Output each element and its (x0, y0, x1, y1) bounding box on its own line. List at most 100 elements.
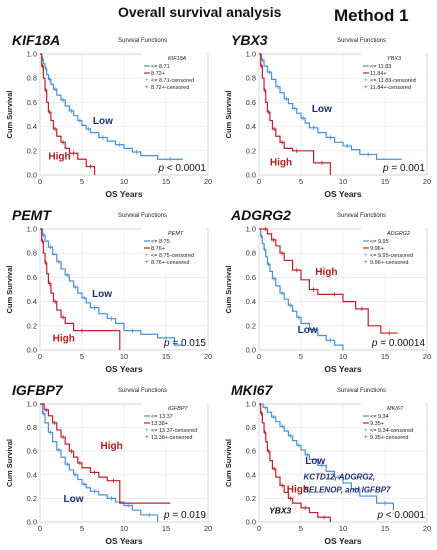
p-symbol: p (382, 163, 391, 174)
x-tick-label: 20 (204, 177, 212, 186)
y-tick-label: 0.0 (246, 518, 256, 527)
legend-box (142, 403, 206, 447)
p-value-label: p < 0.0001 (157, 163, 206, 174)
legend-censor-glyph: + (145, 428, 149, 434)
legend-entry: <= 13.37-censored (151, 428, 197, 434)
x-tick-label: 5 (80, 524, 84, 533)
legend-entry: <= 8.75 (151, 239, 170, 245)
gene-label: KIF18A (12, 32, 60, 48)
x-tick-label: 0 (38, 177, 42, 186)
legend-entry: 8.76+-censored (151, 260, 189, 266)
legend-box (361, 53, 425, 97)
y-tick-label: 0.2 (246, 494, 256, 503)
gene-label: YBX3 (231, 32, 268, 48)
y-tick-label: 1.0 (246, 400, 256, 409)
x-axis-label: OS Years (105, 364, 142, 374)
y-axis-label: Cum Survival (5, 439, 14, 487)
curve-label-high: High (53, 334, 75, 345)
x-tick-label: 20 (423, 524, 431, 533)
x-tick-label: 10 (339, 524, 347, 533)
x-tick-label: 10 (120, 352, 128, 361)
survival-curve-high (259, 403, 331, 522)
legend-entry: 9.35+ (370, 421, 384, 427)
legend-title: PEMT (168, 231, 184, 237)
y-tick-label: 0.6 (27, 273, 37, 282)
x-tick-label: 0 (257, 524, 261, 533)
curve-label-low: Low (305, 456, 325, 467)
y-tick-label: 1.0 (27, 50, 37, 59)
legend-entry: <= 8.71-censored (151, 78, 194, 84)
legend-censor-glyph: + (364, 435, 368, 441)
y-tick-label: 0.0 (27, 171, 37, 180)
p-symbol: p (157, 163, 166, 174)
y-tick-label: 0.4 (246, 122, 256, 131)
y-tick-label: 0.0 (246, 171, 256, 180)
legend-censor-glyph: + (145, 85, 149, 91)
legend-censor-glyph: + (364, 78, 368, 84)
y-tick-label: 0.2 (246, 146, 256, 155)
legend-entry: <= 11.83 (370, 64, 391, 70)
curve-label-low: Low (92, 289, 112, 300)
x-axis-label: OS Years (324, 364, 361, 374)
legend-entry: <= 13.37 (151, 414, 173, 420)
x-tick-label: 5 (80, 352, 84, 361)
legend-box (142, 53, 206, 97)
legend-entry: 9.96+ (370, 246, 384, 252)
y-axis-label: Cum Survival (224, 91, 233, 139)
legend-entry: 8.72+-censored (151, 85, 189, 91)
curve-label-low: Low (93, 116, 113, 127)
legend-censor-glyph: + (364, 253, 368, 259)
x-tick-label: 0 (38, 524, 42, 533)
y-tick-label: 1.0 (246, 225, 256, 234)
x-tick-label: 0 (38, 352, 42, 361)
x-tick-label: 5 (299, 177, 303, 186)
x-tick-label: 0 (257, 352, 261, 361)
y-tick-label: 0.6 (27, 447, 37, 456)
curve-label-high: High (315, 267, 337, 278)
x-tick-label: 20 (423, 352, 431, 361)
chart-title: Survival Functions (337, 213, 386, 219)
y-tick-label: 1.0 (27, 400, 37, 409)
legend-censor-glyph: + (364, 85, 368, 91)
chart-title: Survival Functions (337, 38, 386, 44)
p-value-label: p = 0.00014 (371, 338, 426, 349)
p-value-label: p = 0.015 (163, 338, 206, 349)
x-tick-label: 15 (162, 352, 170, 361)
legend-box (142, 228, 206, 272)
x-tick-label: 20 (204, 524, 212, 533)
y-tick-label: 0.8 (246, 249, 256, 258)
y-axis-label: Cum Survival (224, 439, 233, 487)
annotation-kctd12-adgrg2: KCTD12, ADGRG2, (304, 473, 376, 482)
y-tick-label: 0.2 (27, 494, 37, 503)
curve-label-low: Low (312, 104, 332, 115)
method-label: Method 1 (334, 6, 409, 25)
legend-title: KIF18A (168, 56, 187, 62)
y-tick-label: 1.0 (246, 50, 256, 59)
x-axis-label: OS Years (324, 536, 361, 546)
legend-censor-glyph: + (145, 253, 149, 259)
curve-label-high: High (100, 441, 122, 452)
legend-censor-glyph: + (145, 78, 149, 84)
x-tick-label: 5 (299, 352, 303, 361)
p-symbol: p (371, 338, 380, 349)
p-value: < 0.0001 (167, 163, 207, 174)
survival-curve-high (40, 228, 121, 350)
chart-title: Survival Functions (118, 388, 167, 394)
legend-box (361, 228, 425, 272)
legend-entry: 8.72+ (151, 71, 165, 77)
legend-censor-glyph: + (145, 260, 149, 266)
chart-title: Survival Functions (337, 388, 386, 394)
p-symbol: p (163, 510, 172, 521)
gene-label: IGFBP7 (12, 382, 64, 398)
legend-entry: 13.38+ (151, 421, 168, 427)
legend-title: IGFBP7 (168, 406, 189, 412)
y-tick-label: 0.2 (27, 146, 37, 155)
legend-entry: <= 9.95-censored (370, 253, 413, 259)
x-tick-label: 15 (162, 524, 170, 533)
survival-curve-high (40, 53, 96, 175)
x-tick-label: 10 (339, 177, 347, 186)
p-value-label: p = 0.001 (382, 163, 425, 174)
y-tick-label: 0.6 (246, 447, 256, 456)
y-tick-label: 0.0 (246, 346, 256, 355)
legend-title: YBX3 (387, 56, 402, 62)
